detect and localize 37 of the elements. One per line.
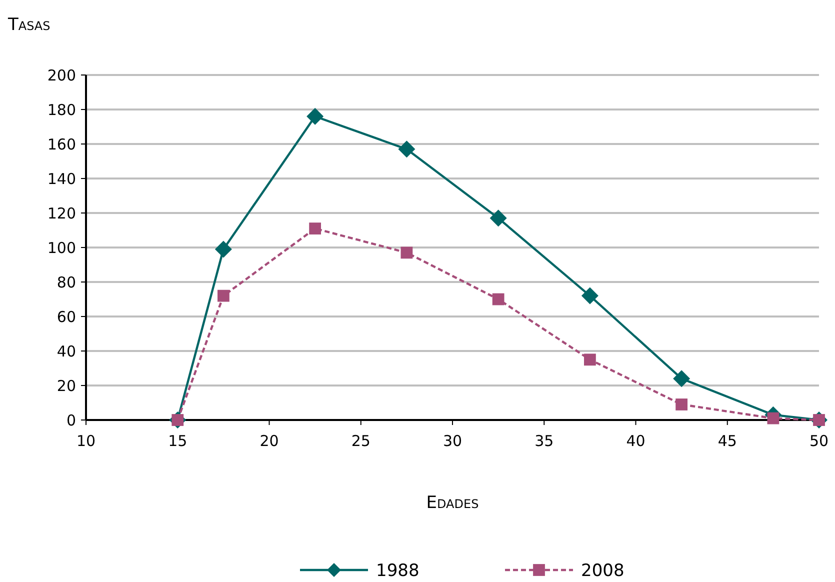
- x-tick-label: 10: [76, 432, 96, 450]
- x-tick-label: 30: [442, 432, 462, 450]
- x-tick-label: 50: [809, 432, 829, 450]
- y-tick-label: 20: [56, 376, 76, 395]
- y-tick-label: 60: [56, 308, 76, 326]
- point: [217, 290, 230, 302]
- point: [584, 354, 596, 366]
- point: [492, 293, 504, 306]
- point: [306, 108, 324, 125]
- point: [581, 287, 598, 304]
- y-tick-label: 100: [47, 238, 76, 257]
- x-tick-label: 20: [260, 432, 279, 450]
- y-tick-label: 80: [56, 273, 76, 292]
- y-tick-label: 0: [66, 411, 76, 430]
- y-tick-label: 120: [47, 204, 76, 222]
- point: [214, 240, 232, 258]
- x-tick-label: 40: [626, 432, 646, 450]
- y-tick-label: 40: [56, 342, 76, 360]
- x-axis-title: Edades: [426, 493, 479, 513]
- legend-label: 1988: [376, 560, 420, 581]
- point: [673, 370, 690, 388]
- legend-label: 2008: [581, 560, 624, 581]
- point: [309, 222, 322, 234]
- y-tick-label: 200: [47, 66, 76, 84]
- y-tick-label: 160: [47, 135, 76, 154]
- point: [398, 140, 416, 158]
- x-tick-label: 15: [168, 432, 188, 450]
- x-tick-label: 25: [351, 432, 370, 450]
- point: [490, 210, 507, 227]
- y-axis-title: Tasas: [7, 15, 50, 35]
- y-tick-label: 140: [47, 170, 76, 188]
- point: [400, 246, 413, 259]
- x-tick-label: 35: [534, 432, 554, 450]
- point: [676, 398, 688, 410]
- y-tick-label: 180: [47, 100, 76, 119]
- x-tick-label: 45: [718, 432, 737, 450]
- point: [767, 412, 780, 424]
